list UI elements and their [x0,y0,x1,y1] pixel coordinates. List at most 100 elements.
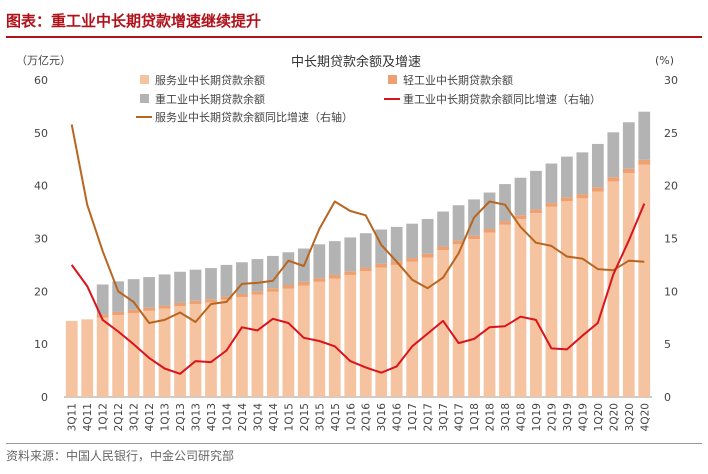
x-tick-label: 3Q19 [562,403,574,431]
bar-light-industry-loan [251,291,264,295]
y-right-tick-label: 15 [664,233,678,246]
x-tick-label: 2Q13 [175,403,187,431]
bar-light-industry-loan [483,228,496,233]
x-tick-label: 3Q12 [129,403,141,431]
bar-heavy-industry-loan [530,170,542,210]
bar-heavy-industry-loan [143,277,155,308]
bar-light-industry-loan [189,300,202,305]
bar-light-industry-loan [282,284,295,289]
bar-light-industry-loan [514,215,527,219]
bar-light-industry-loan [96,314,109,318]
y-right-tick-label: 5 [664,338,671,351]
bar-service-loan [437,250,449,397]
y-left-tick-label: 40 [34,180,48,193]
x-tick-label: 3Q16 [376,403,388,432]
bar-service-loan [158,308,171,397]
bar-service-loan [483,232,496,397]
bar-light-industry-loan [561,197,573,201]
bar-light-industry-loan [220,296,233,300]
x-tick-label: 3Q17 [438,403,450,431]
bar-service-loan [468,239,480,397]
y-right-unit-label: (%) [655,54,674,67]
legend-heavy-growth-label: 重工业中长期贷款余额同比增速（右轴） [403,92,601,106]
bar-service-loan [545,206,558,397]
bar-light-industry-loan [545,203,558,207]
bar-heavy-industry-loan [390,226,403,262]
legend-heavy-industry-loan-swatch [140,94,149,103]
bar-light-industry-loan [158,305,171,309]
bar-service-loan [174,306,186,397]
bar-service-loan [127,312,140,397]
bar-service-loan [344,274,357,397]
bar-service-loan [81,319,94,397]
caption-divider [6,36,702,38]
x-tick-label: 1Q15 [283,403,295,431]
bar-heavy-industry-loan [638,111,651,160]
bar-service-loan [421,257,434,397]
bar-service-loan [189,304,202,397]
x-tick-label: 2Q16 [361,403,373,432]
bar-service-loan [359,271,372,397]
x-tick-label: 1Q13 [160,403,172,431]
bar-light-industry-loan [297,281,310,286]
line-heavy-growth [70,203,646,375]
bar-service-loan [236,297,248,397]
bar-light-industry-loan [638,159,651,165]
bar-service-loan [251,294,264,397]
bar-service-loan [282,288,295,397]
line-service-growth [70,124,645,324]
bar-light-industry-loan [468,235,480,240]
bar-service-loan [375,267,388,397]
bar-service-loan [96,317,109,397]
bar-service-loan [499,224,511,397]
bar-light-industry-loan [607,177,620,182]
y-right-tick-label: 30 [664,74,678,87]
x-tick-label: 3Q15 [314,403,326,431]
bar-service-loan [530,213,542,397]
x-tick-label: 2Q14 [237,403,249,432]
x-tick-label: 1Q19 [531,403,543,431]
y-left-tick-label: 20 [34,285,48,298]
x-tick-label: 4Q19 [577,403,589,431]
x-tick-label: 4Q16 [392,403,404,432]
x-tick-label: 2Q20 [608,403,620,431]
x-tick-label: 2Q17 [423,403,435,431]
y-left-tick-label: 50 [34,127,48,140]
legend-service-loan-swatch [140,75,149,84]
bar-light-industry-loan [267,288,279,292]
x-tick-label: 3Q20 [624,403,636,431]
bar-heavy-industry-loan [452,205,465,241]
bar-service-loan [143,310,155,397]
bar-service-loan [638,164,651,397]
bar-heavy-industry-loan [282,252,295,285]
legend-service-loan-label: 服务业中长期贷款余额 [155,73,265,87]
bar-heavy-industry-loan [189,269,202,301]
bar-light-industry-loan [452,240,465,245]
legend-heavy-industry-loan-label: 重工业中长期贷款余额 [155,92,265,106]
y-left-tick-label: 0 [41,391,48,404]
x-tick-label: 1Q18 [469,403,481,431]
x-tick-label: 4Q12 [144,403,156,431]
bar-light-industry-loan [499,221,511,225]
x-tick-label: 2Q19 [546,403,558,431]
x-tick-label: 1Q17 [407,403,419,431]
bar-heavy-industry-loan [158,274,171,306]
source-note: 资料来源：中国人民银行，中金公司研究部 [6,449,235,463]
bar-heavy-industry-loan [127,279,140,310]
bar-service-loan [607,181,620,397]
bar-service-loan [561,200,573,397]
bar-light-industry-loan [437,246,449,251]
x-tick-label: 2Q12 [113,403,125,431]
bar-service-loan [65,320,78,397]
caption-bar: 图表：重工业中长期贷款增速继续提升 [0,0,708,40]
y-left-unit-label: （万亿元） [16,54,71,67]
source-divider [6,443,702,444]
x-tick-label: 3Q11 [67,403,79,431]
bar-heavy-industry-loan [220,264,233,297]
bar-service-loan [313,281,326,397]
bar-heavy-industry-loan [205,268,217,300]
bar-light-industry-loan [359,267,372,272]
